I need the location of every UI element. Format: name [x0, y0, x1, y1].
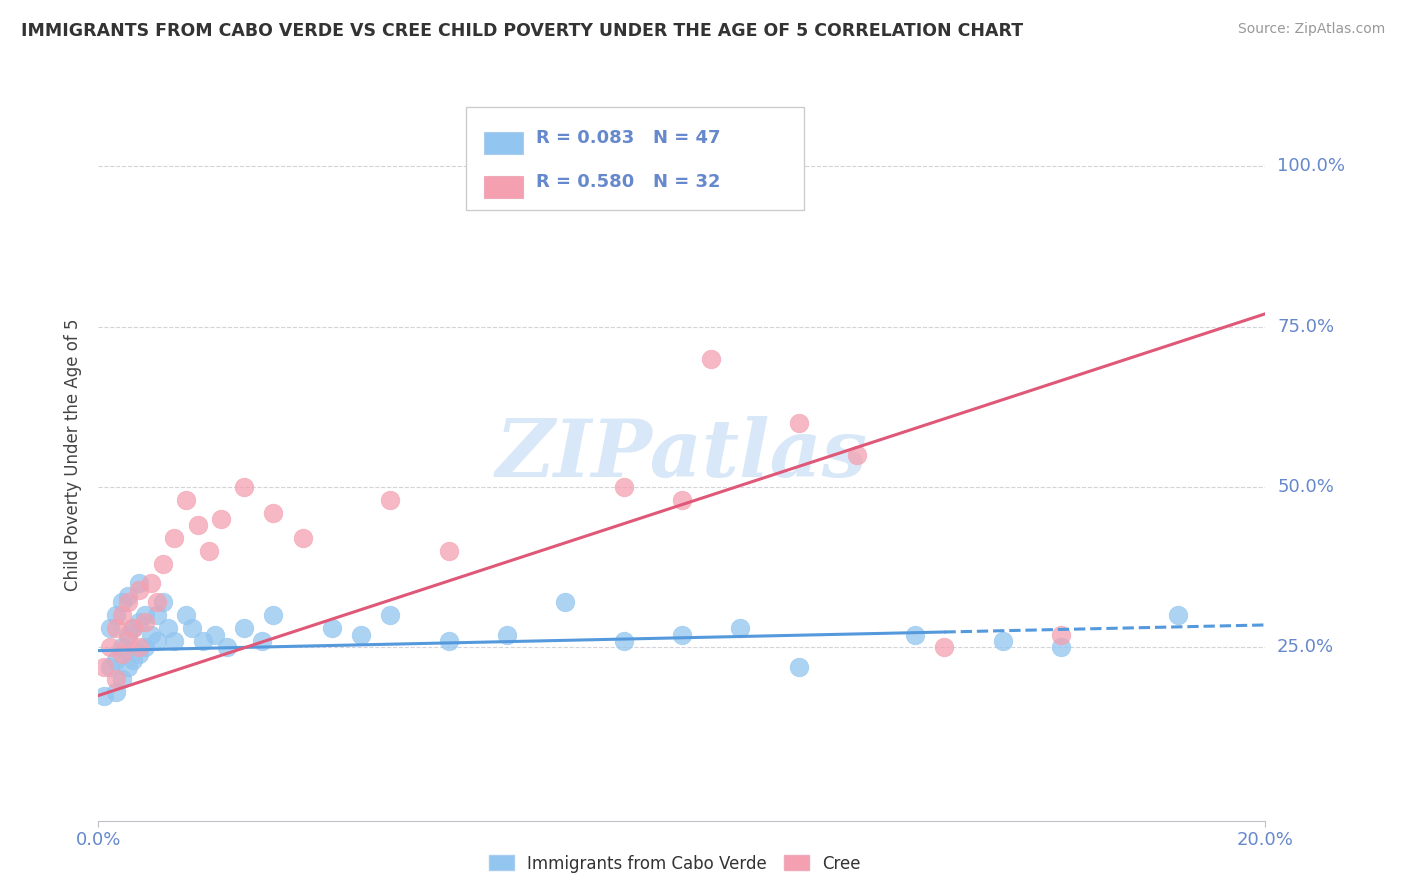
Point: [111, 595, 134, 609]
Point: [139, 627, 162, 641]
Point: [174, 492, 197, 507]
Point: [157, 621, 180, 635]
Point: [163, 532, 186, 546]
Point: [139, 576, 162, 591]
Point: [128, 640, 150, 655]
Point: [104, 685, 127, 699]
Point: [671, 492, 693, 507]
Point: [111, 608, 134, 623]
Point: [262, 608, 284, 623]
Point: [934, 640, 956, 655]
Point: [111, 647, 134, 661]
Point: [612, 480, 634, 494]
Point: [104, 653, 127, 667]
Point: [146, 634, 169, 648]
Text: R = 0.083   N = 47: R = 0.083 N = 47: [536, 129, 720, 147]
Text: ZIPatlas: ZIPatlas: [496, 417, 868, 493]
Point: [700, 351, 723, 366]
Point: [1050, 627, 1073, 641]
Point: [250, 634, 273, 648]
Point: [104, 608, 127, 623]
Point: [134, 640, 156, 655]
Point: [122, 621, 145, 635]
Y-axis label: Child Poverty Under the Age of 5: Child Poverty Under the Age of 5: [65, 318, 83, 591]
Point: [1167, 608, 1189, 623]
Text: 50.0%: 50.0%: [1277, 478, 1334, 496]
Point: [104, 621, 127, 635]
Point: [437, 544, 460, 558]
Point: [163, 634, 186, 648]
Point: [117, 589, 139, 603]
Point: [350, 627, 373, 641]
Point: [111, 640, 134, 655]
Point: [111, 673, 134, 687]
Text: 100.0%: 100.0%: [1277, 157, 1346, 175]
Point: [104, 673, 127, 687]
Point: [321, 621, 343, 635]
Point: [198, 544, 221, 558]
Point: [554, 595, 576, 609]
Point: [117, 634, 139, 648]
Text: Source: ZipAtlas.com: Source: ZipAtlas.com: [1237, 22, 1385, 37]
Point: [180, 621, 202, 635]
Point: [117, 595, 139, 609]
Point: [787, 659, 810, 673]
Point: [495, 627, 517, 641]
Point: [233, 621, 256, 635]
Legend: Immigrants from Cabo Verde, Cree: Immigrants from Cabo Verde, Cree: [482, 848, 868, 880]
Point: [728, 621, 751, 635]
Point: [122, 653, 145, 667]
Point: [215, 640, 238, 655]
Point: [233, 480, 256, 494]
Point: [128, 615, 150, 629]
Point: [378, 608, 402, 623]
Point: [128, 647, 150, 661]
Point: [991, 634, 1014, 648]
Point: [128, 576, 150, 591]
FancyBboxPatch shape: [484, 132, 523, 154]
Point: [134, 615, 156, 629]
Point: [904, 627, 927, 641]
Point: [204, 627, 226, 641]
Point: [122, 621, 145, 635]
Point: [146, 595, 169, 609]
Point: [262, 506, 284, 520]
Point: [134, 608, 156, 623]
Point: [378, 492, 402, 507]
Point: [93, 659, 115, 673]
Text: R = 0.580   N = 32: R = 0.580 N = 32: [536, 173, 720, 191]
Point: [193, 634, 215, 648]
Point: [93, 689, 115, 703]
Text: 75.0%: 75.0%: [1277, 318, 1334, 335]
Text: 25.0%: 25.0%: [1277, 639, 1334, 657]
Point: [209, 512, 232, 526]
Point: [117, 659, 139, 673]
Point: [845, 448, 868, 462]
Point: [98, 659, 121, 673]
Point: [98, 640, 121, 655]
Point: [152, 557, 174, 571]
Point: [291, 532, 314, 546]
Point: [98, 621, 121, 635]
Point: [1050, 640, 1073, 655]
Point: [787, 416, 810, 430]
FancyBboxPatch shape: [484, 176, 523, 198]
FancyBboxPatch shape: [465, 108, 804, 210]
Point: [128, 582, 150, 597]
Point: [117, 627, 139, 641]
Point: [187, 518, 209, 533]
Point: [612, 634, 634, 648]
Text: IMMIGRANTS FROM CABO VERDE VS CREE CHILD POVERTY UNDER THE AGE OF 5 CORRELATION : IMMIGRANTS FROM CABO VERDE VS CREE CHILD…: [21, 22, 1024, 40]
Point: [152, 595, 174, 609]
Point: [174, 608, 197, 623]
Point: [437, 634, 460, 648]
Point: [671, 627, 693, 641]
Point: [146, 608, 169, 623]
